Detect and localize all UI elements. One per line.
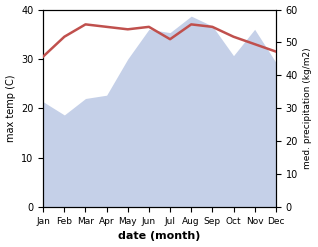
Y-axis label: med. precipitation (kg/m2): med. precipitation (kg/m2) <box>303 48 313 169</box>
Y-axis label: max temp (C): max temp (C) <box>5 75 16 142</box>
X-axis label: date (month): date (month) <box>118 231 201 242</box>
